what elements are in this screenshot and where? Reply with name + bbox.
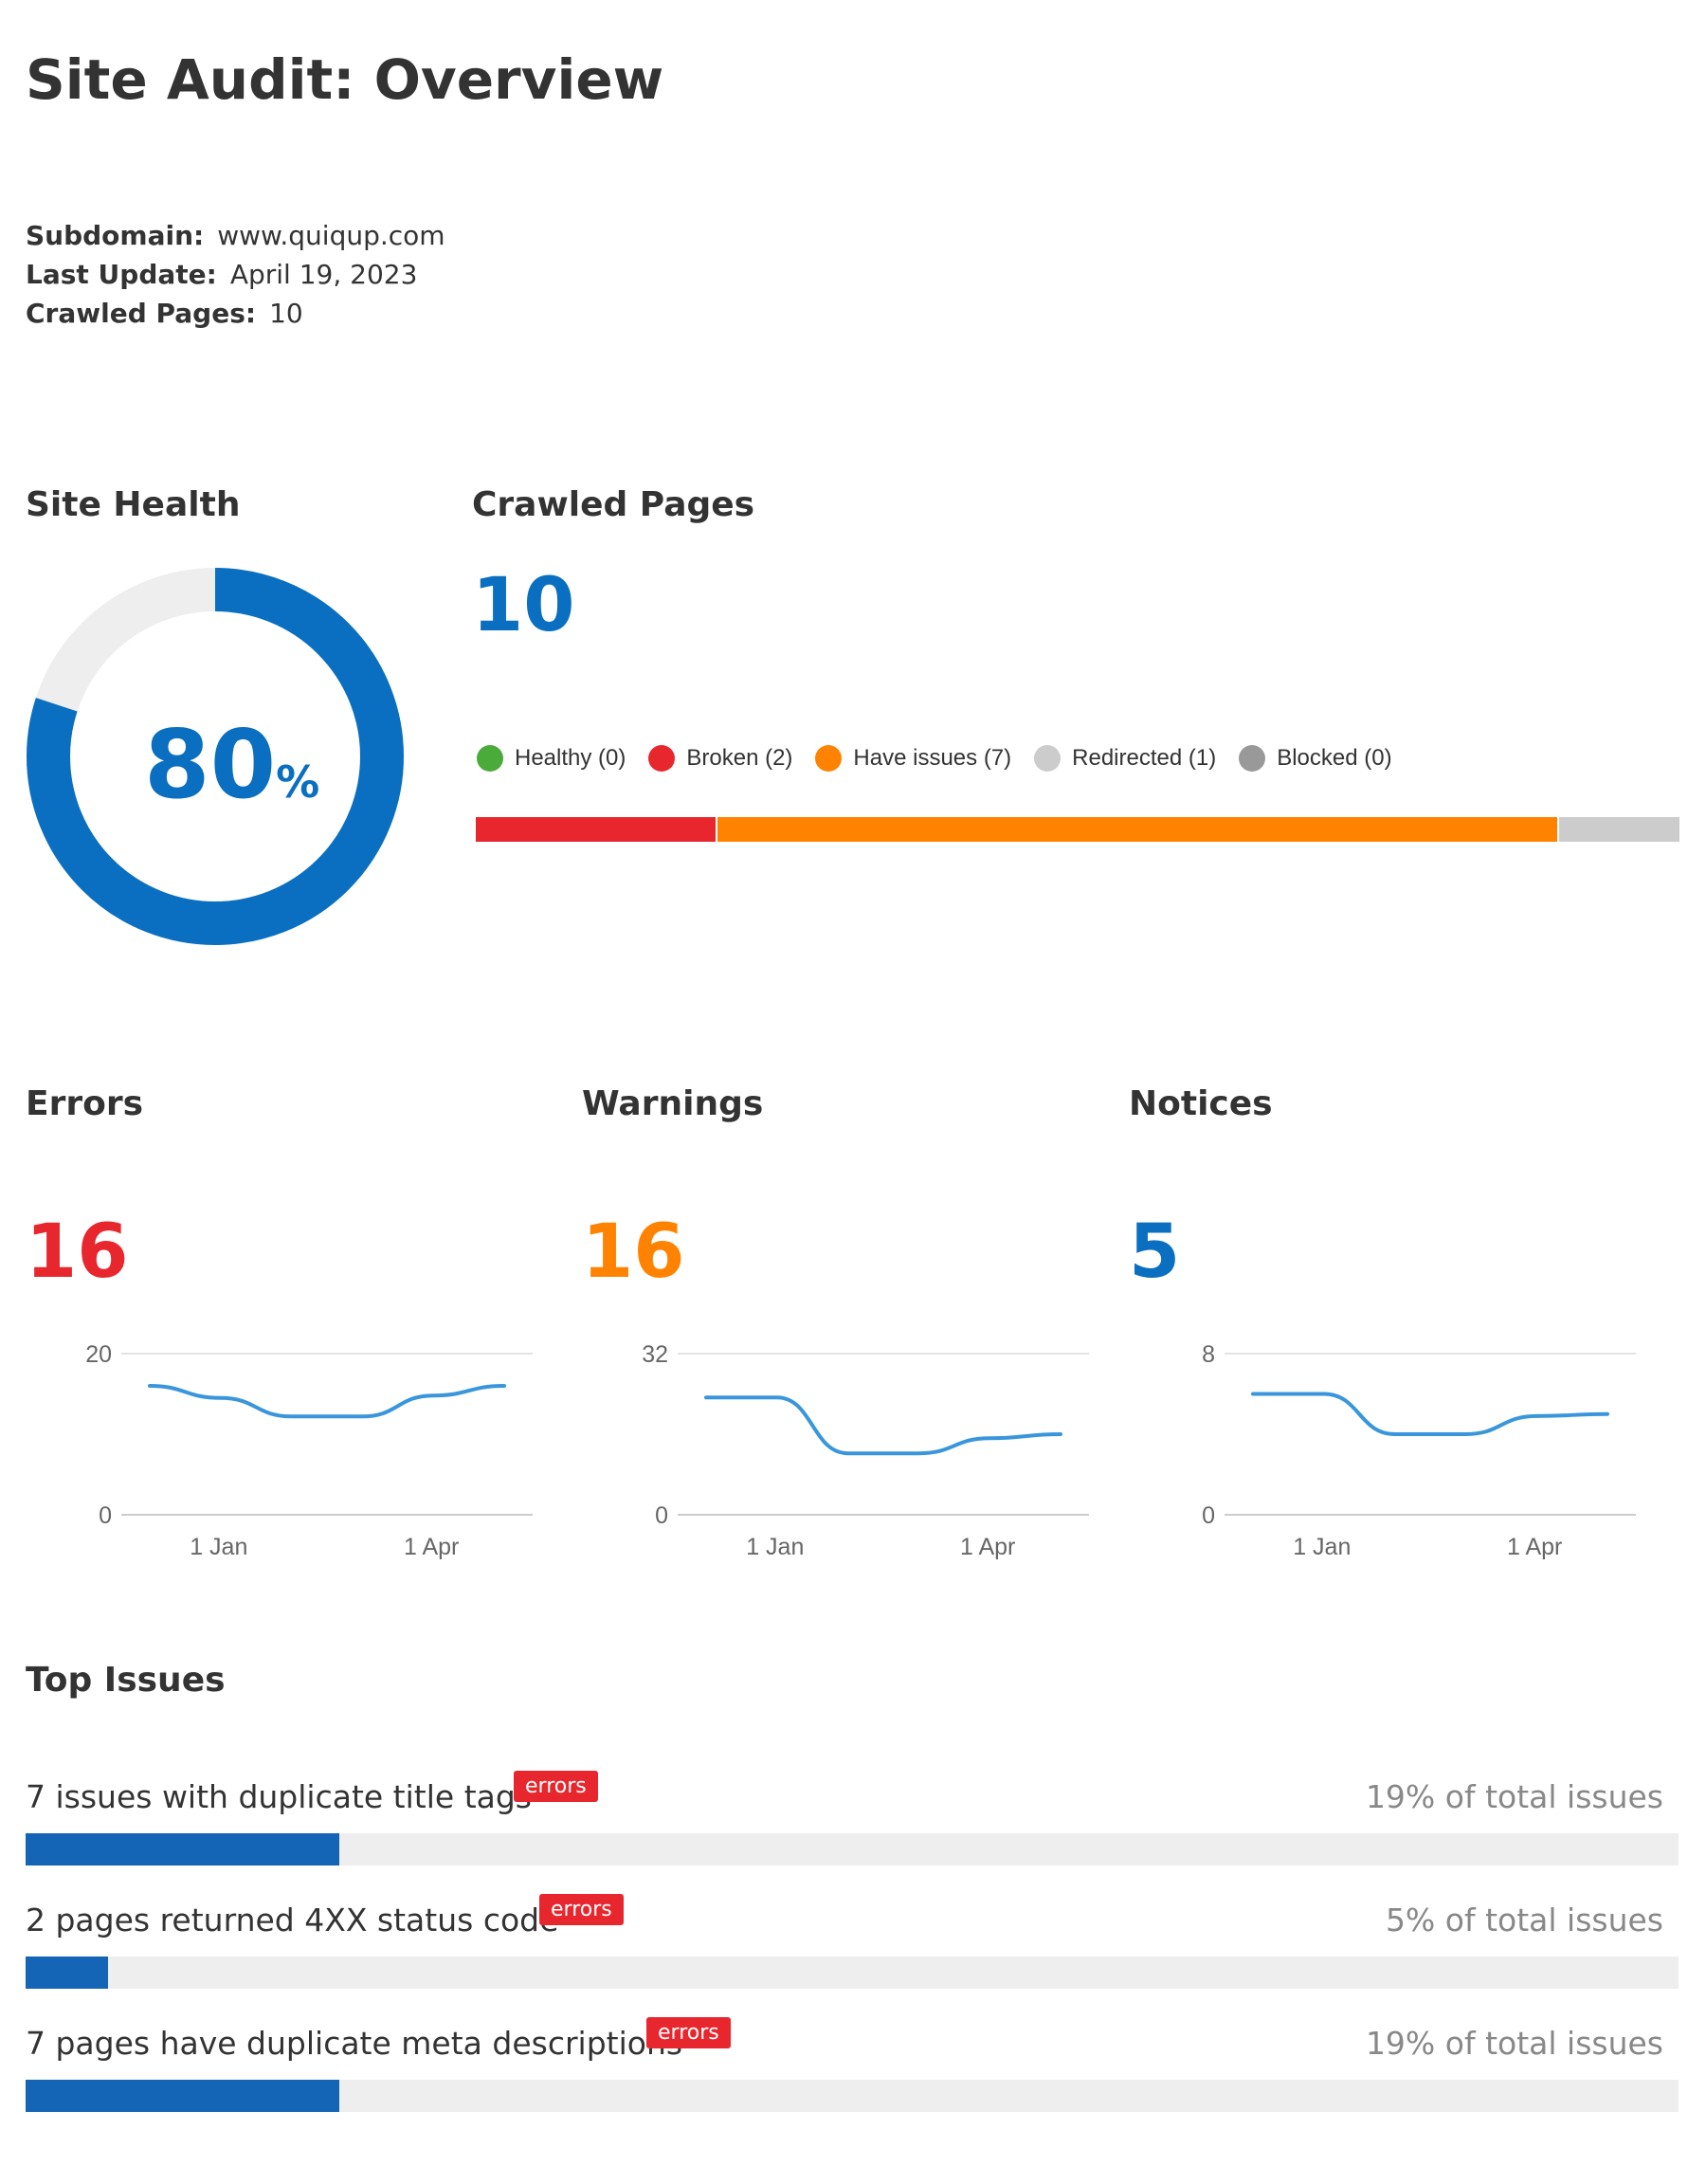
x-tick-label: 1 Apr	[960, 1534, 1015, 1560]
issue-share-text: 19% of total issues	[1365, 2025, 1663, 2062]
legend-item[interactable]: Redirected (1)	[1034, 745, 1216, 772]
y-tick-label: 8	[1202, 1341, 1215, 1368]
notices-count: 5	[1129, 1210, 1181, 1295]
y-tick-label: 20	[85, 1341, 112, 1368]
error-badge: errors	[646, 2017, 731, 2048]
issue-share-bar	[26, 2080, 340, 2112]
issue-share-track	[26, 2080, 1679, 2112]
issue-share-bar	[26, 1956, 109, 1989]
x-tick-label: 1 Jan	[190, 1534, 247, 1560]
issue-share-bar	[26, 1833, 340, 1866]
site-health-number: 80	[144, 709, 277, 820]
x-tick-label: 1 Jan	[746, 1534, 804, 1560]
issue-row[interactable]: 7 issues with duplicate title tags error…	[26, 1771, 1679, 1866]
site-health-value: 80%	[144, 709, 319, 820]
issue-share-track	[26, 1956, 1679, 1989]
notices-trend-chart: 0 8 1 Jan 1 Apr	[1202, 1341, 1636, 1560]
issue-label[interactable]: 7 issues with duplicate title tags	[26, 1778, 532, 1815]
site-health-unit: %	[276, 756, 320, 808]
crawled-legend: Healthy (0) Broken (2) Have issues (7) Redi…	[477, 745, 1392, 772]
subdomain-label: Subdomain:	[26, 220, 205, 251]
y-tick-label: 0	[99, 1502, 112, 1529]
issue-share-text: 19% of total issues	[1365, 1778, 1663, 1815]
issue-row[interactable]: 2 pages returned 4XX status code errors …	[26, 1894, 1679, 1989]
legend-dot-icon	[477, 745, 503, 772]
legend-dot-icon	[1034, 745, 1062, 772]
last-update-row: Last Update: April 19, 2023	[26, 255, 445, 294]
error-badge: errors	[539, 1894, 624, 1925]
site-health-title: Site Health	[26, 485, 241, 524]
legend-dot-icon	[1239, 745, 1266, 772]
y-tick-label: 0	[1202, 1502, 1215, 1529]
legend-item[interactable]: Blocked (0)	[1239, 745, 1392, 772]
trend-line	[704, 1395, 1062, 1456]
trend-line	[1251, 1392, 1609, 1436]
x-tick-label: 1 Apr	[404, 1534, 459, 1560]
top-issues-title: Top Issues	[26, 1661, 226, 1700]
stacked-bar-segment[interactable]	[716, 817, 1558, 842]
errors-count: 16	[26, 1210, 129, 1295]
site-health-donut	[27, 568, 404, 945]
page-title: Site Audit: Overview	[26, 47, 664, 112]
stacked-bar-segment[interactable]	[1557, 817, 1679, 842]
legend-dot-icon	[815, 745, 843, 772]
y-tick-label: 32	[642, 1341, 668, 1368]
trend-line	[148, 1384, 506, 1419]
legend-label: Have issues (7)	[853, 745, 1012, 771]
subdomain-row: Subdomain: www.quiqup.com	[26, 216, 445, 255]
last-update-label: Last Update:	[26, 259, 217, 290]
errors-title: Errors	[26, 1084, 144, 1123]
stacked-bar-segment[interactable]	[476, 817, 717, 842]
warnings-trend-chart: 0 32 1 Jan 1 Apr	[642, 1341, 1089, 1560]
error-badge: errors	[514, 1771, 598, 1802]
issue-share-text: 5% of total issues	[1385, 1902, 1663, 1938]
legend-label: Blocked (0)	[1277, 745, 1392, 771]
legend-item[interactable]: Broken (2)	[648, 745, 792, 772]
legend-item[interactable]: Healthy (0)	[477, 745, 626, 772]
crawled-pages-value: 10	[269, 298, 303, 329]
legend-item[interactable]: Have issues (7)	[815, 745, 1011, 772]
y-tick-label: 0	[655, 1502, 668, 1529]
errors-trend-chart: 0 20 1 Jan 1 Apr	[85, 1341, 533, 1560]
legend-dot-icon	[648, 745, 676, 772]
x-tick-label: 1 Jan	[1293, 1534, 1351, 1560]
issue-label[interactable]: 7 pages have duplicate meta descriptions	[26, 2025, 683, 2062]
donut-value-arc	[27, 568, 404, 945]
issue-share-track	[26, 1833, 1679, 1866]
audit-meta: Subdomain: www.quiqup.com Last Update: Apr…	[26, 216, 445, 333]
legend-label: Broken (2)	[686, 745, 793, 771]
last-update-value: April 19, 2023	[229, 259, 418, 290]
issue-label[interactable]: 2 pages returned 4XX status code	[26, 1902, 559, 1938]
warnings-title: Warnings	[582, 1084, 764, 1123]
crawled-pages-row: Crawled Pages: 10	[26, 294, 445, 333]
crawled-pages-label: Crawled Pages:	[26, 298, 257, 329]
notices-title: Notices	[1129, 1084, 1273, 1123]
issue-row[interactable]: 7 pages have duplicate meta descriptions…	[26, 2017, 1679, 2112]
legend-label: Healthy (0)	[515, 745, 626, 771]
legend-label: Redirected (1)	[1072, 745, 1217, 771]
crawled-stacked-bar	[476, 817, 1679, 842]
subdomain-value: www.quiqup.com	[217, 220, 445, 251]
x-tick-label: 1 Apr	[1507, 1534, 1562, 1560]
warnings-count: 16	[582, 1210, 685, 1295]
crawled-pages-count: 10	[472, 563, 575, 648]
crawled-pages-title: Crawled Pages	[472, 485, 755, 524]
